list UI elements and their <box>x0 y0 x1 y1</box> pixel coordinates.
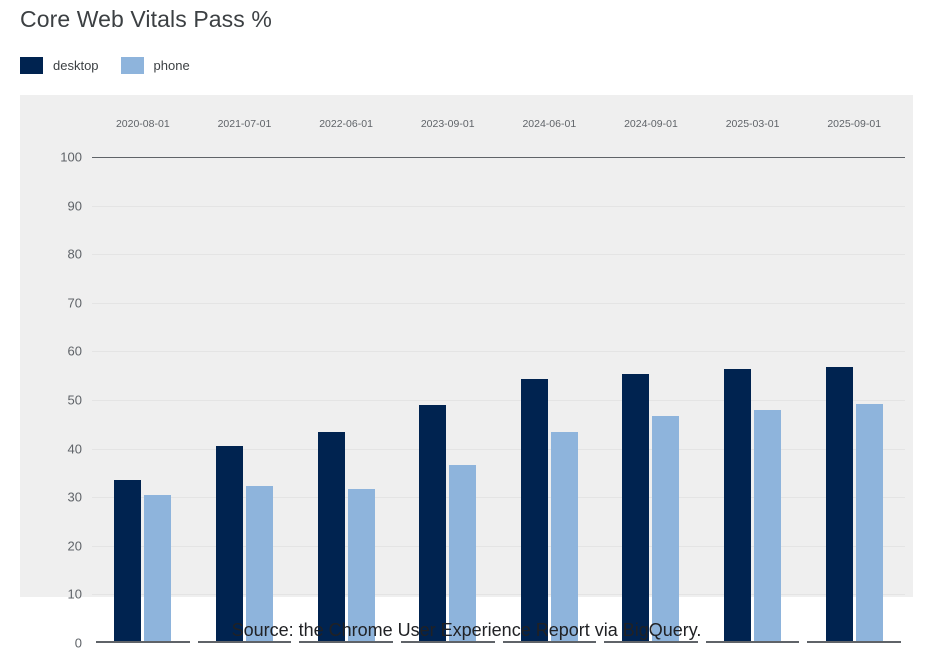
gridline <box>92 302 905 304</box>
gridline <box>92 400 905 401</box>
y-axis-tick-label: 70 <box>67 295 82 311</box>
x-axis-label: 2025-09-01 <box>827 118 882 130</box>
x-axis-label: 2021-07-01 <box>217 118 272 130</box>
page-title: Core Web Vitals Pass % <box>20 6 272 32</box>
bar-group <box>499 157 601 643</box>
gridline <box>92 351 905 353</box>
chart-legend: desktop phone <box>20 57 190 74</box>
bar-group <box>397 157 499 643</box>
y-axis-tick-label: 10 <box>67 586 82 602</box>
group-baseline <box>604 641 698 643</box>
group-baseline <box>705 641 800 643</box>
bar-group <box>295 157 397 643</box>
bar-desktop[interactable] <box>114 479 142 642</box>
gridline <box>92 157 905 159</box>
bars <box>702 157 804 642</box>
y-axis-tick-label: 90 <box>67 198 82 214</box>
bar-desktop[interactable] <box>215 445 243 642</box>
x-axis-label: 2022-06-01 <box>319 118 373 130</box>
y-axis-tick-label: 30 <box>67 489 82 505</box>
bar-group <box>600 157 702 643</box>
bar-phone[interactable] <box>652 416 680 642</box>
legend-label-phone: phone <box>153 58 190 73</box>
bar-groups <box>92 157 905 643</box>
legend-item-phone[interactable]: phone <box>120 57 190 74</box>
gridline <box>92 594 905 596</box>
y-axis-tick-label: 100 <box>60 149 82 165</box>
chart-source-caption: Source: the Chrome User Experience Repor… <box>231 620 702 640</box>
x-axis-label: 2024-06-01 <box>522 118 577 130</box>
y-axis-tick-label: 80 <box>67 246 82 262</box>
legend-swatch-phone <box>120 57 144 74</box>
bar-desktop[interactable] <box>825 367 853 642</box>
group-baseline <box>96 641 190 643</box>
group-baseline <box>197 641 292 643</box>
group-baseline <box>400 641 495 643</box>
bar-desktop[interactable] <box>622 374 650 642</box>
bar-phone[interactable] <box>754 409 782 642</box>
group-baseline <box>299 641 393 643</box>
legend-swatch-desktop <box>20 57 43 74</box>
gridline <box>92 448 905 450</box>
bars <box>194 157 296 642</box>
gridline <box>92 497 905 499</box>
gridline <box>92 545 905 547</box>
x-axis-label: 2023-09-01 <box>420 118 475 130</box>
gridline <box>92 205 905 207</box>
gridline <box>92 254 905 256</box>
y-axis-tick-label: 0 <box>74 635 82 651</box>
y-axis-tick-label: 40 <box>67 441 82 457</box>
chart-plot-area: 100 90 80 70 60 50 40 30 20 10 0 <box>60 150 905 651</box>
y-axis-tick-label: 20 <box>67 538 82 554</box>
x-axis-label: 2020-08-01 <box>115 118 170 130</box>
bar-group <box>803 157 905 643</box>
group-baseline <box>502 641 597 643</box>
y-axis-tick-label: 60 <box>67 343 82 359</box>
bar-phone[interactable] <box>245 485 273 642</box>
bar-phone[interactable] <box>347 489 375 642</box>
legend-label-desktop: desktop <box>53 58 99 73</box>
bar-phone[interactable] <box>144 494 172 642</box>
bar-phone[interactable] <box>449 464 477 642</box>
bar-desktop[interactable] <box>724 369 752 642</box>
bar-desktop[interactable] <box>520 379 548 642</box>
bar-group <box>194 157 296 643</box>
bar-phone[interactable] <box>855 404 883 642</box>
x-axis-label: 2024-09-01 <box>624 118 678 130</box>
bars <box>600 157 702 642</box>
bars <box>499 157 601 642</box>
bars <box>295 157 397 642</box>
x-axis-labels: 2020-08-01 2021-07-01 2022-06-01 2023-09-01… <box>92 118 905 138</box>
bar-group <box>92 157 194 643</box>
bars <box>92 157 194 642</box>
legend-item-desktop[interactable]: desktop <box>20 57 99 74</box>
x-axis-label: 2025-03-01 <box>725 118 780 130</box>
group-baseline <box>807 641 901 643</box>
bars <box>803 157 905 642</box>
chart-plot-panel: 2020-08-01 2021-07-01 2022-06-01 2023-09-01… <box>20 95 913 651</box>
bar-group <box>702 157 804 643</box>
bar-desktop[interactable] <box>419 405 447 642</box>
bar-phone[interactable] <box>550 431 578 642</box>
bars <box>397 157 499 642</box>
y-axis-tick-label: 50 <box>67 392 82 408</box>
bar-desktop[interactable] <box>317 432 345 642</box>
